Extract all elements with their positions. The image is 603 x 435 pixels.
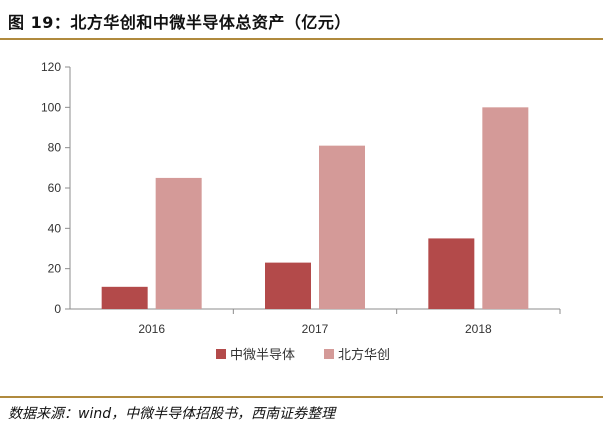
bar-beifang-2017 xyxy=(319,145,365,309)
legend-label: 中微半导体 xyxy=(230,348,295,363)
chart-legend: 中微半导体 北方华创 xyxy=(216,347,390,363)
source-rule xyxy=(0,396,603,398)
figure-title: 图 19：北方华创和中微半导体总资产（亿元） xyxy=(8,13,351,32)
y-tick-label: 40 xyxy=(48,221,62,235)
legend-swatch xyxy=(324,349,334,359)
y-tick-label: 100 xyxy=(41,100,61,114)
x-tick-label: 2016 xyxy=(138,322,165,336)
bar-zhongwei-2018 xyxy=(428,238,475,309)
bar-zhongwei-2016 xyxy=(101,286,148,309)
chart-bars xyxy=(101,107,529,309)
y-tick-label: 60 xyxy=(48,181,62,195)
y-tick-label: 0 xyxy=(54,302,61,316)
title-rule xyxy=(0,38,603,40)
bar-chart: 0 20 40 60 80 100 120 2016 2017 2018 中微半导体 北方华创 xyxy=(41,60,561,363)
y-tick-label: 20 xyxy=(48,262,62,276)
source-note: 数据来源：wind，中微半导体招股书，西南证券整理 xyxy=(8,406,336,422)
legend-swatch xyxy=(216,349,226,359)
bar-beifang-2016 xyxy=(155,177,202,309)
y-tick-label: 80 xyxy=(48,141,62,155)
bar-zhongwei-2017 xyxy=(265,262,311,309)
chart-axes: 0 20 40 60 80 100 120 2016 2017 2018 xyxy=(41,60,561,336)
x-tick-label: 2017 xyxy=(302,322,329,336)
x-tick-label: 2018 xyxy=(465,322,492,336)
y-tick-label: 120 xyxy=(41,60,61,74)
bar-beifang-2018 xyxy=(482,107,529,309)
legend-label: 北方华创 xyxy=(338,347,390,363)
